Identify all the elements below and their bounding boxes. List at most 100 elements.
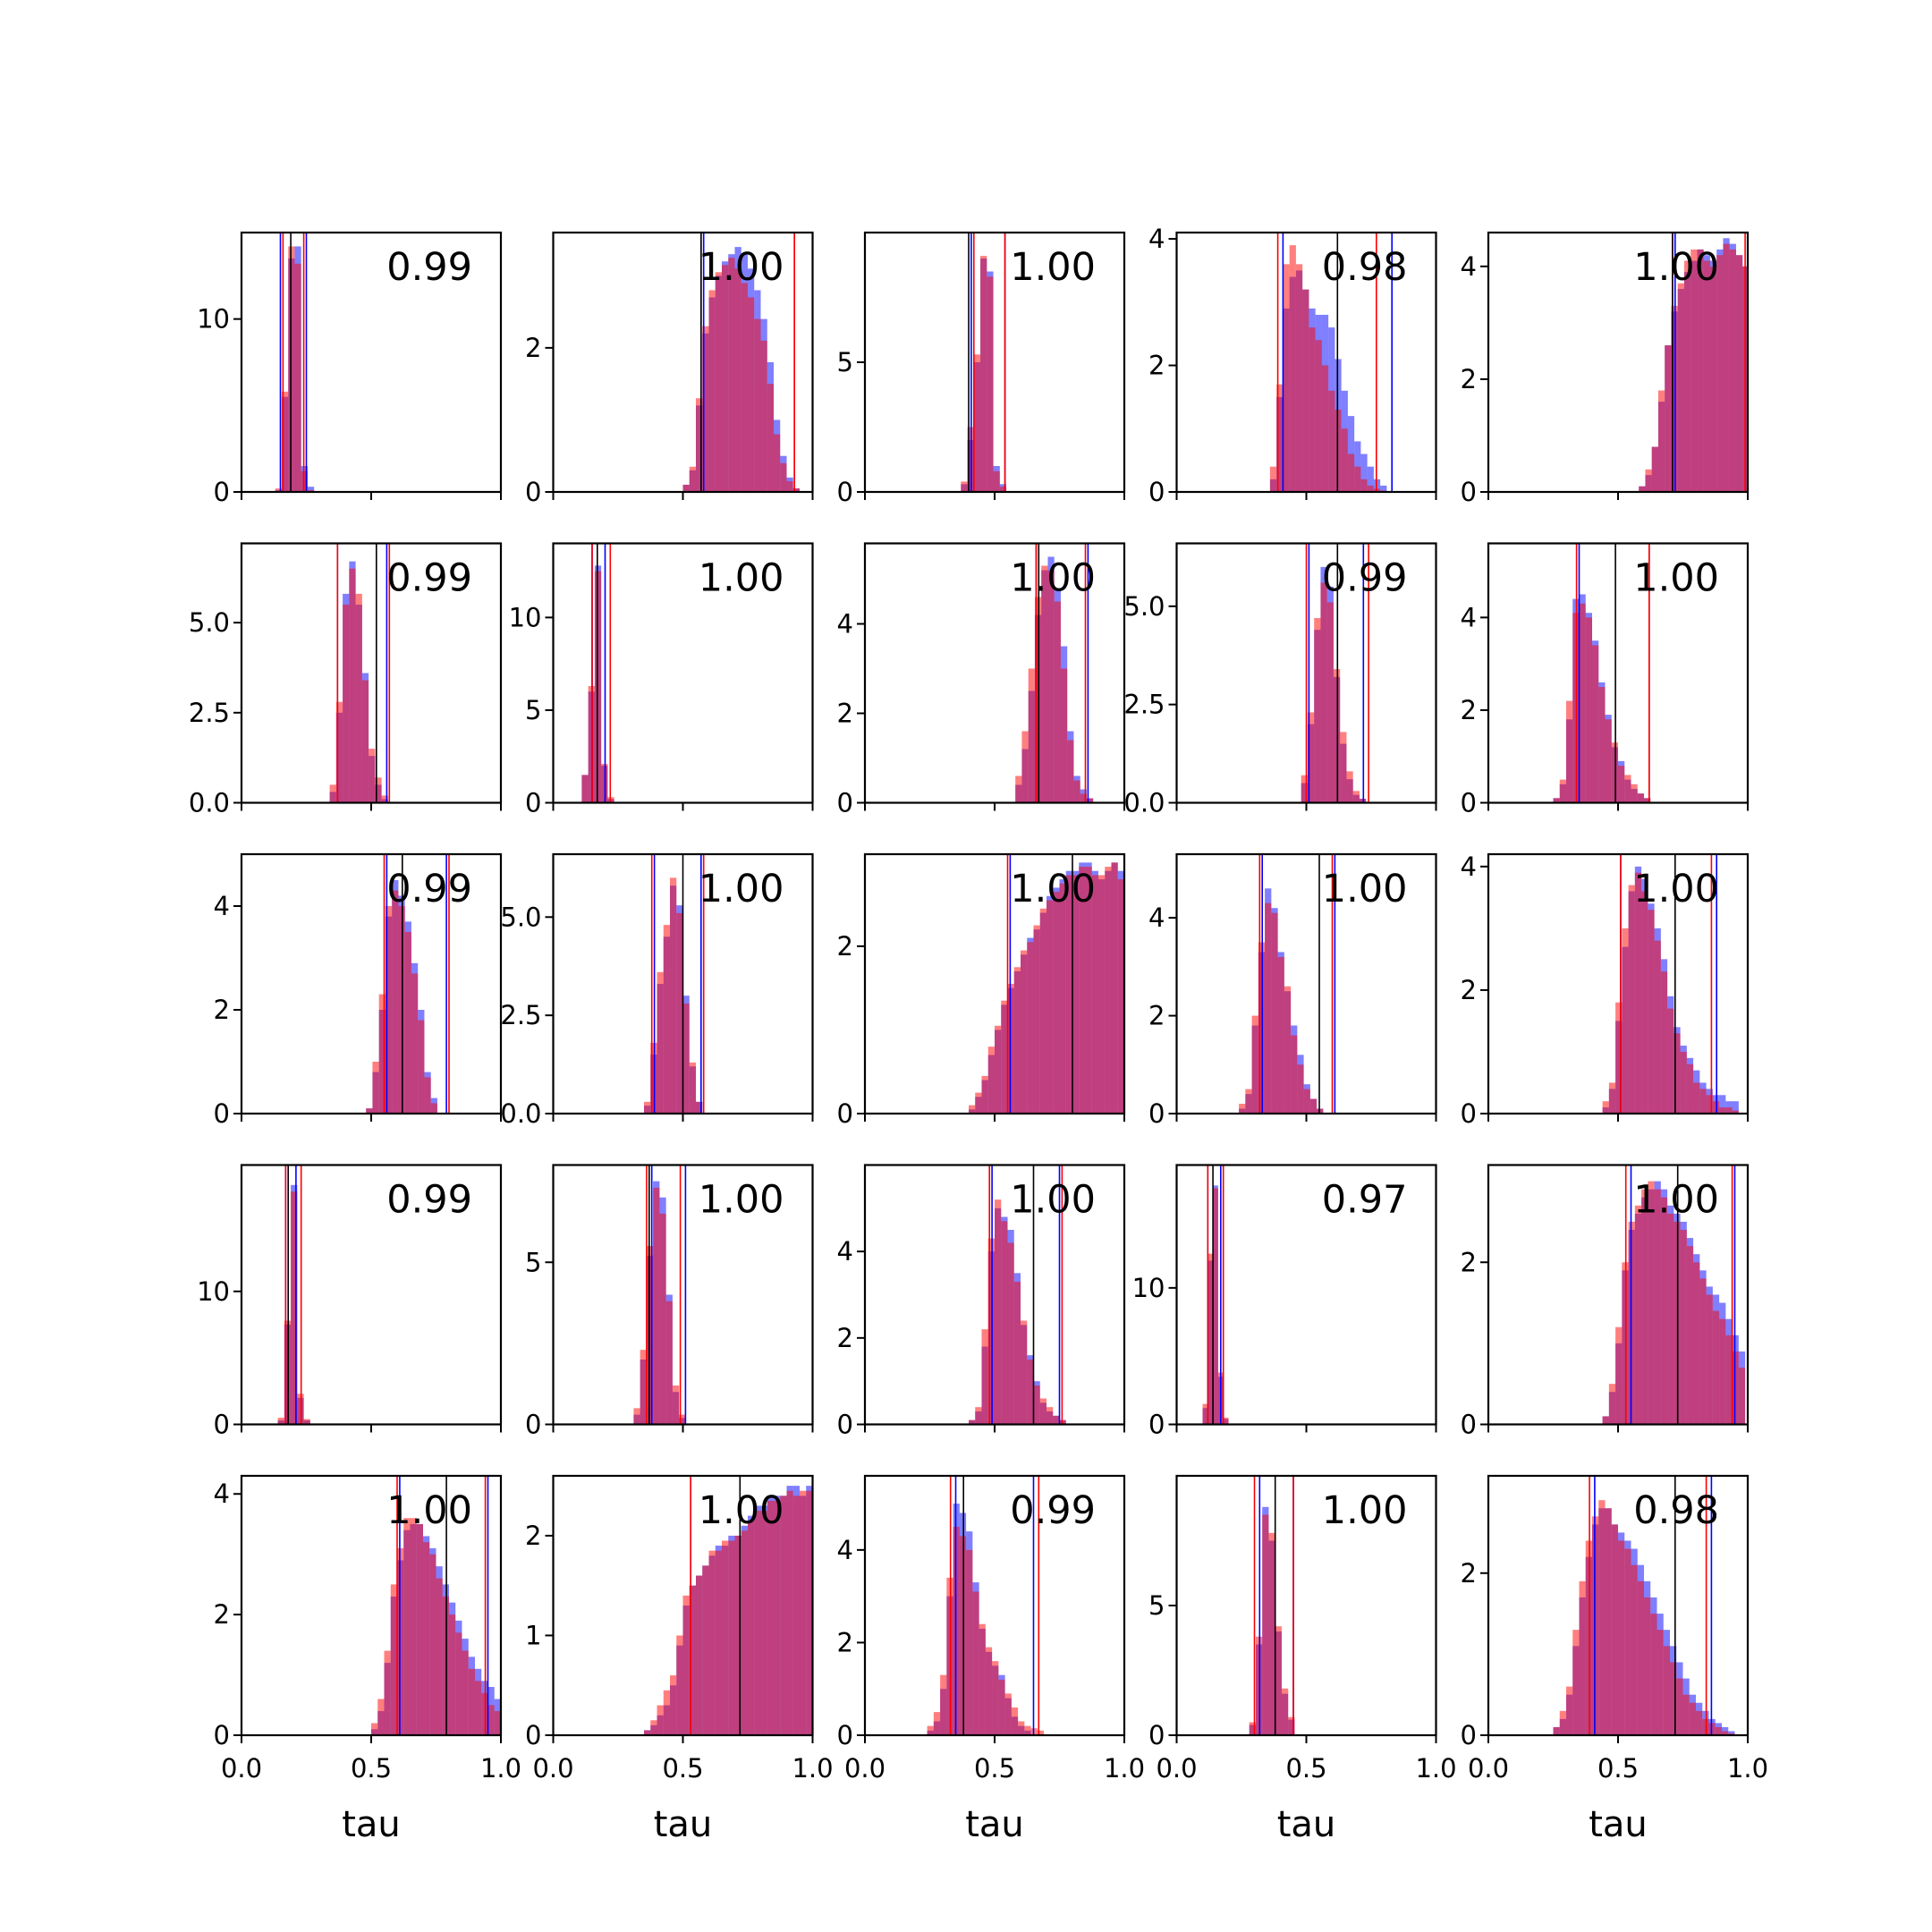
red-hist-bar — [1239, 1104, 1246, 1114]
red-hist-bar — [995, 1199, 1002, 1425]
red-hist-bar — [455, 1632, 462, 1735]
red-hist-bar — [1615, 1002, 1623, 1114]
red-hist-bar — [1067, 740, 1074, 803]
x-axis-label: tau — [654, 1804, 713, 1845]
red-hist-bar — [966, 1549, 973, 1735]
red-hist-bar — [663, 1690, 670, 1735]
y-tick-label: 2 — [525, 1521, 541, 1551]
red-hist-bar — [1053, 892, 1060, 1114]
red-hist-bar — [1631, 784, 1638, 803]
panel-25: 0 2 0.0 0.5 1.0 tau 0.98 — [1461, 1474, 1768, 1845]
red-hist-bar — [1320, 582, 1327, 803]
red-hist-bar — [1624, 775, 1631, 803]
x-tick-label: 0.0 — [532, 1753, 573, 1784]
y-tick-label: 4 — [214, 1479, 230, 1509]
red-hist-bar — [1315, 340, 1322, 492]
y-tick-label: 0 — [525, 1410, 541, 1440]
red-hist-bar — [1716, 255, 1724, 492]
y-tick-label: 4 — [214, 891, 230, 921]
y-tick-label: 2 — [214, 1599, 230, 1630]
red-hist-bar — [1686, 1246, 1694, 1425]
y-tick-label: 4 — [1461, 251, 1477, 282]
red-hist-bar — [1699, 1089, 1707, 1114]
red-hist-bar — [1566, 1686, 1573, 1735]
red-hist-bar — [361, 680, 369, 803]
red-hist-bar — [1086, 798, 1094, 803]
red-hist-bar — [644, 1101, 651, 1114]
red-hist-bar — [1693, 1082, 1700, 1114]
red-hist-bar — [487, 1705, 495, 1735]
panel-19: 0 10 0.97 — [1132, 1164, 1437, 1440]
red-hist-bar — [1013, 967, 1021, 1114]
red-hist-bar — [1027, 942, 1034, 1114]
red-hist-bar — [1715, 1726, 1722, 1735]
red-hist-bar — [449, 1614, 456, 1735]
red-hist-bar — [430, 1103, 437, 1114]
red-hist-bar — [1309, 1098, 1318, 1114]
red-hist-bar — [423, 1542, 430, 1735]
y-tick-label: 4 — [837, 1535, 853, 1565]
red-hist-bar — [682, 1595, 690, 1735]
red-hist-bar — [927, 1725, 934, 1735]
red-hist-bar — [987, 1046, 995, 1114]
red-hist-bar — [682, 1003, 690, 1114]
red-hist-bar — [1015, 775, 1022, 803]
x-axis-label: tau — [1277, 1804, 1336, 1845]
x-tick-label: 0.0 — [1468, 1753, 1509, 1784]
y-tick-label: 0 — [525, 1720, 541, 1750]
red-hist-bar — [1018, 1721, 1025, 1735]
panel-6: 0.0 2.5 5.0 0.99 — [189, 542, 503, 818]
panel-plot-area — [961, 233, 1007, 492]
red-hist-bar — [1367, 485, 1374, 492]
red-hist-bar — [375, 777, 382, 803]
y-tick-label: 0 — [214, 1098, 230, 1129]
red-hist-bar — [767, 384, 774, 492]
panel-plot-area — [644, 854, 705, 1114]
red-hist-bar — [676, 912, 683, 1114]
blue-hist-bar — [1728, 1731, 1735, 1735]
y-tick-label: 0 — [214, 477, 230, 507]
y-tick-label: 2 — [1461, 695, 1477, 725]
red-hist-bar — [708, 290, 716, 492]
red-hist-bar — [1202, 1403, 1208, 1425]
red-hist-bar — [1657, 1630, 1664, 1735]
red-hist-bar — [1268, 1532, 1275, 1735]
panel-plot-area — [1602, 854, 1739, 1114]
red-hist-bar — [1667, 1213, 1674, 1425]
red-hist-bar — [999, 487, 1007, 492]
y-tick-label: 10 — [1132, 1273, 1165, 1303]
panel-annotation: 0.97 — [1322, 1178, 1408, 1223]
red-hist-bar — [1004, 1693, 1012, 1735]
red-hist-bar — [748, 1521, 755, 1735]
red-hist-bar — [1302, 289, 1309, 492]
x-tick-label: 0.5 — [1285, 1753, 1326, 1784]
red-hist-bar — [1634, 1205, 1642, 1425]
red-hist-bar — [1639, 486, 1646, 492]
panel-17: 051.00 — [525, 1164, 814, 1440]
red-hist-bar — [715, 1550, 722, 1735]
red-hist-bar — [1047, 570, 1055, 803]
panel-plot-area — [366, 854, 450, 1114]
red-hist-bar — [410, 1518, 417, 1735]
red-hist-bar — [378, 994, 386, 1114]
red-hist-bar — [650, 1720, 657, 1735]
red-hist-bar — [1631, 1564, 1638, 1735]
y-tick-label: 0 — [1461, 788, 1477, 818]
y-tick-label: 0 — [837, 477, 853, 507]
red-hist-bar — [1007, 1242, 1014, 1425]
red-hist-bar — [1706, 1095, 1713, 1114]
panel-annotation: 0.99 — [386, 556, 472, 601]
red-hist-bar — [708, 1550, 716, 1735]
red-hist-bar — [343, 604, 350, 803]
red-hist-bar — [1719, 1318, 1726, 1425]
red-hist-bar — [411, 973, 419, 1114]
red-hist-bar — [1091, 875, 1098, 1114]
panel-annotation: 1.00 — [1322, 867, 1408, 911]
red-hist-bar — [975, 1407, 982, 1425]
red-hist-bar — [1001, 1000, 1008, 1114]
red-hist-bar — [1651, 446, 1658, 492]
panel-4: 0 2 4 0.98 — [1148, 224, 1437, 507]
red-hist-bar — [1011, 1707, 1019, 1735]
red-hist-bar — [1054, 601, 1061, 803]
red-hist-bar — [1618, 766, 1625, 803]
